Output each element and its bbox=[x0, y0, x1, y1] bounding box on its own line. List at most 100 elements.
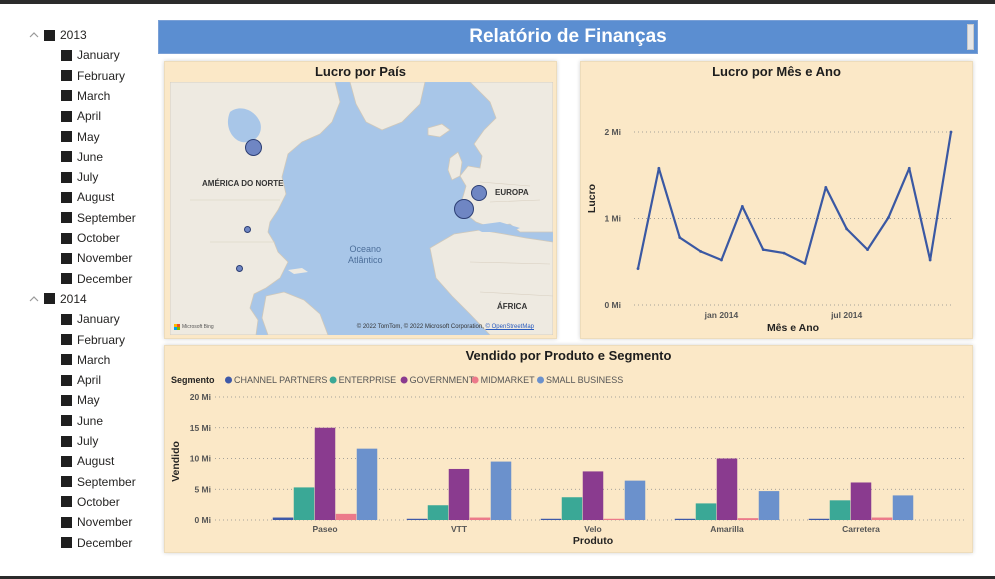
bubble-united-states[interactable] bbox=[244, 226, 251, 233]
slicer-month-2014-august[interactable]: August bbox=[61, 452, 114, 470]
slicer-year-2013[interactable]: 2013 bbox=[28, 26, 87, 44]
legend-marker[interactable] bbox=[400, 376, 408, 384]
bubble-france[interactable] bbox=[454, 199, 474, 219]
bubble-germany[interactable] bbox=[471, 185, 487, 201]
bar-chart-visual[interactable]: Vendido por Produto e Segmento Segmento C… bbox=[164, 345, 973, 553]
checkbox-icon[interactable] bbox=[61, 313, 72, 325]
line-point[interactable] bbox=[907, 166, 911, 170]
bar-velo-midmarket[interactable] bbox=[603, 518, 625, 520]
slicer-month-2013-december[interactable]: December bbox=[61, 270, 132, 288]
slicer-month-2014-september[interactable]: September bbox=[61, 473, 136, 491]
legend-entry[interactable]: CHANNEL PARTNERS bbox=[234, 375, 327, 385]
slicer-month-2014-july[interactable]: July bbox=[61, 432, 98, 450]
legend-entry[interactable]: ENTERPRISE bbox=[339, 375, 397, 385]
line-point[interactable] bbox=[824, 185, 828, 189]
bar-velo-enterprise[interactable] bbox=[561, 497, 583, 520]
line-point[interactable] bbox=[761, 248, 765, 252]
checkbox-icon[interactable] bbox=[61, 49, 72, 61]
bar-vtt-channel-partners[interactable] bbox=[406, 518, 428, 520]
checkbox-icon[interactable] bbox=[61, 354, 72, 366]
slicer-month-2013-september[interactable]: September bbox=[61, 209, 136, 227]
line-point[interactable] bbox=[740, 204, 744, 208]
slicer-month-2014-march[interactable]: March bbox=[61, 351, 110, 369]
slicer-month-2013-march[interactable]: March bbox=[61, 87, 110, 105]
line-point[interactable] bbox=[866, 248, 869, 252]
line-chart-visual[interactable]: Lucro por Mês e Ano 0 Mi 1 Mi 2 Mi jan 2014… bbox=[580, 61, 973, 339]
slicer-month-2014-january[interactable]: January bbox=[61, 310, 120, 328]
line-point[interactable] bbox=[845, 227, 849, 231]
slicer-month-2013-june[interactable]: June bbox=[61, 148, 103, 166]
bar-velo-channel-partners[interactable] bbox=[540, 518, 562, 520]
bar-carretera-channel-partners[interactable] bbox=[808, 518, 830, 520]
checkbox-icon[interactable] bbox=[61, 171, 72, 183]
bar-velo-small-business[interactable] bbox=[624, 480, 646, 520]
bar-paseo-enterprise[interactable] bbox=[293, 487, 315, 520]
slicer-month-2013-february[interactable]: February bbox=[61, 67, 125, 85]
slicer-month-2013-april[interactable]: April bbox=[61, 107, 101, 125]
bar-amarilla-enterprise[interactable] bbox=[695, 503, 717, 520]
map-visual[interactable]: Lucro por País AMÉRICA bbox=[164, 61, 557, 339]
checkbox-icon[interactable] bbox=[61, 191, 72, 203]
slicer-month-2013-august[interactable]: August bbox=[61, 188, 114, 206]
bar-paseo-channel-partners[interactable] bbox=[272, 517, 294, 520]
checkbox-icon[interactable] bbox=[61, 212, 72, 224]
slicer-month-2013-october[interactable]: October bbox=[61, 229, 120, 247]
bar-paseo-government[interactable] bbox=[314, 427, 336, 520]
bar-amarilla-midmarket[interactable] bbox=[737, 518, 759, 520]
checkbox-icon[interactable] bbox=[61, 455, 72, 467]
legend-marker[interactable] bbox=[329, 376, 337, 384]
checkbox-icon[interactable] bbox=[61, 70, 72, 82]
checkbox-icon[interactable] bbox=[61, 394, 72, 406]
checkbox-icon[interactable] bbox=[44, 29, 55, 41]
slicer-month-2014-june[interactable]: June bbox=[61, 412, 103, 430]
bar-carretera-government[interactable] bbox=[850, 482, 872, 520]
slicer-month-2014-november[interactable]: November bbox=[61, 513, 132, 531]
checkbox-icon[interactable] bbox=[61, 252, 72, 264]
line-point[interactable] bbox=[887, 216, 890, 220]
bar-amarilla-channel-partners[interactable] bbox=[674, 518, 696, 520]
line-series[interactable] bbox=[636, 131, 953, 269]
checkbox-icon[interactable] bbox=[61, 537, 72, 548]
line-point[interactable] bbox=[720, 258, 723, 262]
slicer-month-2013-may[interactable]: May bbox=[61, 128, 100, 146]
slicer-month-2013-november[interactable]: November bbox=[61, 249, 132, 267]
slicer-month-2014-october[interactable]: October bbox=[61, 493, 120, 511]
slicer-month-2014-april[interactable]: April bbox=[61, 371, 101, 389]
checkbox-icon[interactable] bbox=[61, 476, 72, 488]
checkbox-icon[interactable] bbox=[61, 273, 72, 285]
osm-link[interactable]: © OpenStreetMap bbox=[485, 324, 534, 330]
checkbox-icon[interactable] bbox=[61, 496, 72, 508]
bar-paseo-midmarket[interactable] bbox=[335, 513, 357, 520]
legend-marker[interactable] bbox=[471, 376, 479, 384]
title-scrollbar[interactable] bbox=[967, 24, 974, 50]
line-point[interactable] bbox=[949, 130, 953, 134]
checkbox-icon[interactable] bbox=[61, 90, 72, 102]
bubble-mexico[interactable] bbox=[236, 265, 243, 272]
slicer-month-2013-july[interactable]: July bbox=[61, 168, 98, 186]
bubble-canada[interactable] bbox=[245, 139, 262, 156]
chevron-up-icon[interactable] bbox=[28, 293, 40, 305]
legend-entry[interactable]: GOVERNMENT bbox=[410, 375, 475, 385]
line-point[interactable] bbox=[803, 262, 807, 265]
checkbox-icon[interactable] bbox=[61, 151, 72, 163]
line-point[interactable] bbox=[928, 258, 932, 262]
checkbox-icon[interactable] bbox=[61, 131, 72, 142]
checkbox-icon[interactable] bbox=[61, 110, 72, 122]
checkbox-icon[interactable] bbox=[61, 516, 72, 528]
bar-paseo-small-business[interactable] bbox=[356, 448, 378, 520]
checkbox-icon[interactable] bbox=[44, 293, 55, 305]
map-canvas[interactable]: AMÉRICA DO NORTE EUROPA ÁFRICA Oceano At… bbox=[170, 82, 553, 335]
bar-vtt-government[interactable] bbox=[448, 468, 470, 520]
line-point[interactable] bbox=[636, 267, 640, 271]
slicer-month-2014-december[interactable]: December bbox=[61, 534, 132, 552]
bar-carretera-enterprise[interactable] bbox=[829, 500, 851, 520]
slicer-month-2014-may[interactable]: May bbox=[61, 391, 100, 409]
bar-vtt-small-business[interactable] bbox=[490, 461, 512, 520]
bar-amarilla-government[interactable] bbox=[716, 458, 738, 521]
legend-entry[interactable]: SMALL BUSINESS bbox=[546, 375, 623, 385]
legend-marker[interactable] bbox=[225, 376, 232, 384]
bar-carretera-small-business[interactable] bbox=[892, 495, 914, 520]
line-point[interactable] bbox=[782, 251, 786, 255]
chevron-up-icon[interactable] bbox=[28, 29, 40, 41]
checkbox-icon[interactable] bbox=[61, 435, 72, 447]
